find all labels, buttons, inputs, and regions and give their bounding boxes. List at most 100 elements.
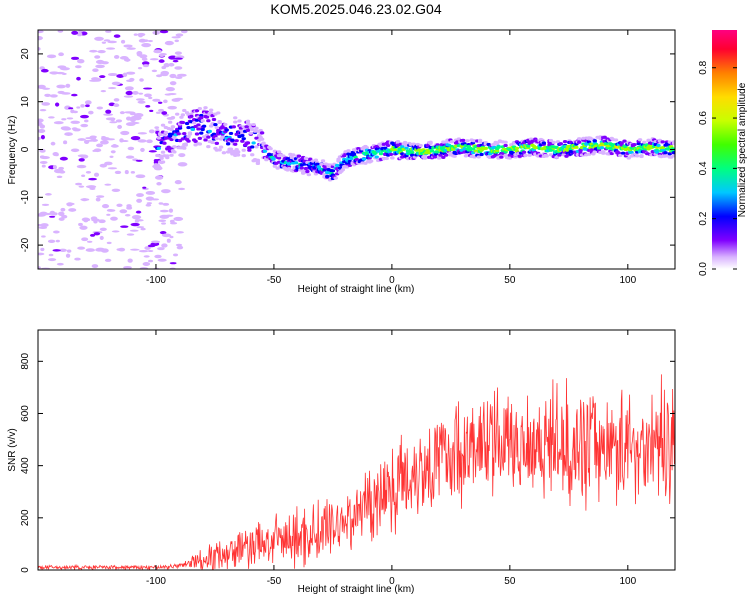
snr-ticks: -100 -50 0 50 100 0 200 400 600 800 bbox=[20, 330, 675, 587]
spectrogram-cell bbox=[141, 57, 148, 61]
spectrogram-cell bbox=[248, 131, 254, 135]
spectrogram-cell bbox=[59, 248, 67, 253]
spectrogram-cell bbox=[175, 76, 183, 79]
spectrogram-cell bbox=[217, 148, 222, 152]
spectrogram-cell bbox=[59, 156, 68, 161]
spectrogram-cell bbox=[153, 49, 163, 54]
spectrogram-cell bbox=[305, 169, 310, 174]
spectrogram-cell bbox=[96, 143, 104, 148]
spectrogram-cell bbox=[157, 247, 165, 251]
spectrogram-cell bbox=[167, 105, 178, 110]
spectrogram-cell bbox=[383, 146, 388, 150]
spectrogram-cell bbox=[78, 158, 85, 162]
spectrogram-cell bbox=[38, 128, 46, 133]
spectrogram-cell bbox=[620, 151, 626, 155]
spectrogram-cell bbox=[40, 68, 49, 73]
spectrogram-cell bbox=[361, 157, 367, 161]
spectrogram-cell bbox=[635, 154, 640, 158]
spectrogram-cell bbox=[85, 171, 92, 174]
spectrogram-cell bbox=[107, 40, 117, 44]
y-tick-label: 10 bbox=[20, 96, 31, 108]
spectrogram-cell bbox=[105, 109, 112, 114]
y-tick-label: -20 bbox=[20, 237, 31, 252]
spectrogram-cell bbox=[626, 156, 631, 160]
spectrogram-cell bbox=[52, 151, 59, 157]
spectrogram-cell bbox=[250, 153, 255, 157]
spectrogram-cell bbox=[208, 108, 214, 112]
spectrogram-cell bbox=[70, 148, 80, 153]
spectrogram-cell bbox=[654, 150, 660, 154]
spectrogram-cell bbox=[592, 150, 597, 154]
spectrogram-cell bbox=[56, 262, 64, 266]
spectrogram-cell bbox=[50, 141, 56, 146]
spectrogram-cell bbox=[76, 32, 83, 37]
spectrogram-cell bbox=[183, 143, 188, 147]
spectrogram-cell bbox=[503, 140, 508, 144]
spectrogram-cell bbox=[142, 64, 150, 68]
spectrogram-cell bbox=[71, 56, 80, 60]
spectrogram-cell bbox=[162, 202, 170, 206]
spectrogram-cell bbox=[291, 153, 296, 157]
spectrogram-cell bbox=[143, 255, 150, 258]
spectrogram-cell bbox=[137, 100, 146, 104]
spectrogram-cell bbox=[137, 132, 148, 135]
spectrogram-cell bbox=[476, 155, 481, 159]
spectrogram-cell bbox=[77, 246, 86, 250]
spectrogram-cell bbox=[148, 150, 157, 153]
spectrogram-cell bbox=[48, 116, 55, 119]
y-tick-label: 0 bbox=[20, 567, 31, 573]
spectrogram-cell bbox=[138, 38, 147, 43]
spectrogram-cell bbox=[123, 265, 132, 269]
spectrogram-cell bbox=[364, 146, 370, 150]
spectrogram-cell bbox=[258, 128, 263, 133]
spectrogram-cell bbox=[299, 166, 304, 170]
spectrogram-cell bbox=[130, 135, 141, 141]
spectrogram-cell bbox=[113, 55, 120, 59]
spectrogram-cell bbox=[92, 149, 97, 152]
spectrogram-marks bbox=[38, 30, 675, 269]
spectrogram-cell bbox=[171, 98, 181, 102]
spectrogram-cell bbox=[204, 115, 210, 119]
spectrogram-cell bbox=[79, 225, 88, 230]
spectrogram-cell bbox=[161, 222, 166, 225]
spectrogram-cell bbox=[114, 170, 122, 175]
spectrogram-cell bbox=[503, 143, 508, 148]
spectrogram-cell bbox=[93, 232, 101, 236]
spectrogram-cell bbox=[320, 159, 326, 163]
spectrogram-cell bbox=[660, 146, 665, 150]
spectrogram-cell bbox=[72, 110, 78, 114]
spectrogram-ylabel: Frequency (Hz) bbox=[7, 116, 18, 185]
spectrogram-cell bbox=[147, 40, 153, 43]
spectrogram-cell bbox=[168, 208, 174, 213]
spectrogram-cell bbox=[171, 36, 181, 39]
spectrogram-cell bbox=[165, 87, 175, 92]
spectrogram-cell bbox=[425, 148, 430, 152]
spectrogram-cell bbox=[81, 217, 90, 222]
spectrogram-cell bbox=[599, 146, 605, 150]
spectrogram-cell bbox=[194, 109, 200, 113]
spectrogram-cell bbox=[105, 30, 112, 33]
spectrogram-cell bbox=[111, 81, 121, 86]
spectrogram-cell bbox=[145, 196, 155, 201]
spectrogram-cell bbox=[138, 33, 144, 38]
colorbar: 0.0 0.2 0.4 0.6 0.8 Normalized spectral ampl… bbox=[698, 30, 748, 276]
spectrogram-cell bbox=[107, 72, 118, 77]
spectrogram-cell bbox=[217, 120, 222, 125]
spectrogram-cell bbox=[632, 143, 637, 147]
spectrogram-cell bbox=[50, 71, 58, 75]
spectrogram-cell bbox=[233, 120, 238, 124]
spectrogram-cell bbox=[671, 151, 675, 155]
spectrogram-cell bbox=[160, 73, 169, 77]
spectrogram-cell bbox=[104, 258, 112, 262]
spectrogram-cell bbox=[103, 113, 114, 116]
spectrogram-cell bbox=[155, 74, 163, 78]
spectrogram-cell bbox=[316, 165, 321, 169]
spectrogram-cell bbox=[38, 36, 43, 41]
y-tick-label: 400 bbox=[20, 457, 31, 474]
spectrogram-cell bbox=[177, 162, 188, 167]
spectrogram-cell bbox=[137, 139, 147, 143]
spectrogram-cell bbox=[172, 145, 177, 149]
spectrogram-cell bbox=[509, 143, 514, 147]
spectrogram-cell bbox=[125, 57, 130, 62]
